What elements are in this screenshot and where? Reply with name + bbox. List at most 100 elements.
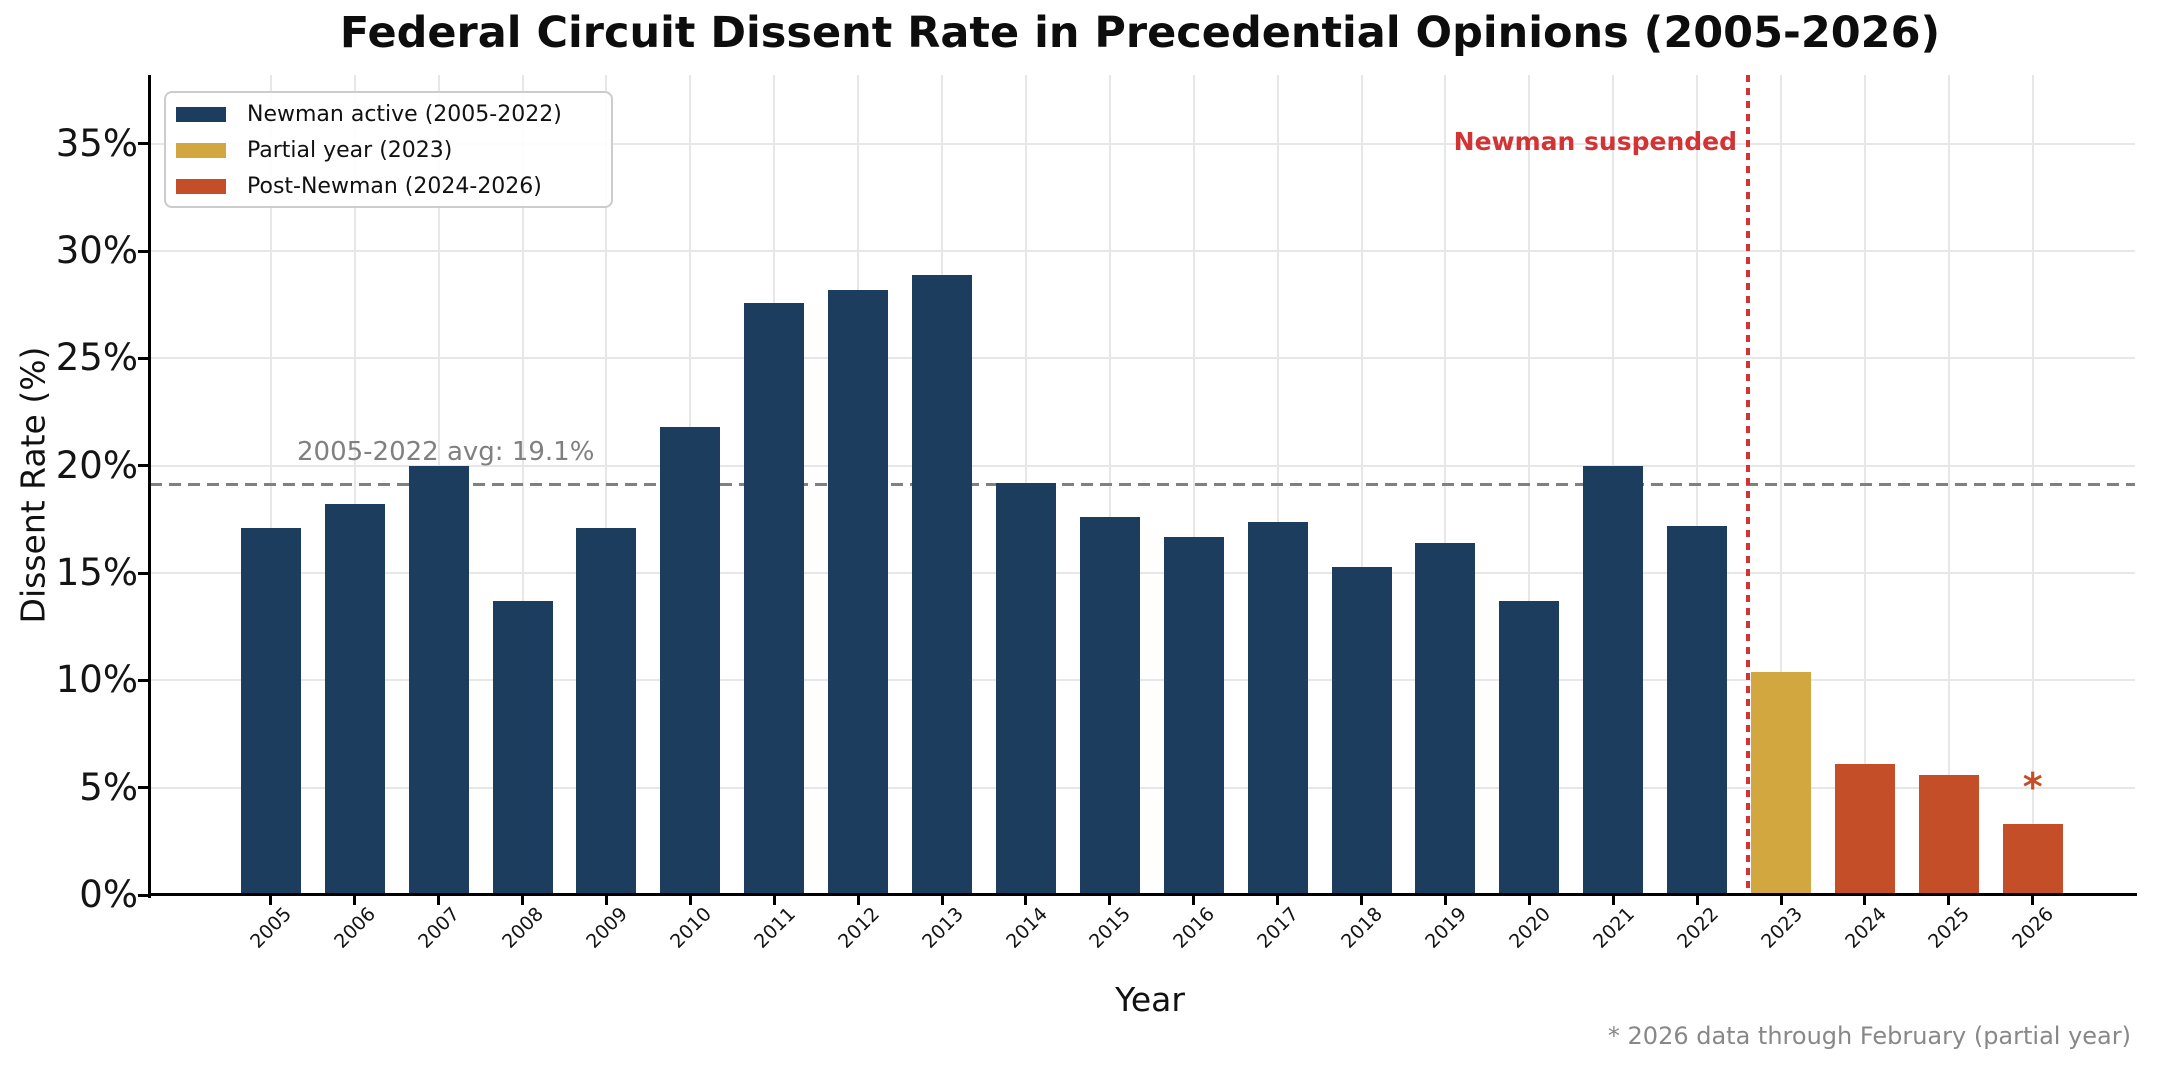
y-tick-mark-15 <box>138 571 148 575</box>
bar-2025 <box>1918 774 1979 895</box>
h-gridline-10 <box>150 679 2135 682</box>
legend-item-label: Partial year (2023) <box>247 137 453 163</box>
x-tick-mark-2018 <box>1360 895 1363 905</box>
x-tick-label-2006: 2006 <box>330 903 381 953</box>
x-tick-mark-2020 <box>1527 895 1531 905</box>
legend-item-label: Newman active (2005-2022) <box>247 101 562 127</box>
h-gridline-5 <box>150 786 2135 789</box>
x-tick-label-2018: 2018 <box>1337 903 1388 953</box>
plot-area: 2005-2022 avg: 19.1% Newman suspended * <box>148 75 2137 898</box>
y-tick-label-30: 30% <box>55 229 138 273</box>
bar-2019 <box>1415 542 1476 895</box>
bar-2026 <box>2002 824 2063 895</box>
legend-item-newman_active: Newman active (2005-2022) <box>176 96 601 132</box>
bar-2018 <box>1331 566 1392 895</box>
y-tick-mark-20 <box>138 464 148 468</box>
x-axis-spine <box>148 893 2137 896</box>
x-tick-mark-2014 <box>1024 895 1028 905</box>
bar-2005 <box>240 527 301 895</box>
bar-2011 <box>744 302 805 895</box>
x-tick-mark-2025 <box>1947 895 1951 905</box>
legend-swatch-post_newman <box>176 178 226 194</box>
x-tick-label-2024: 2024 <box>1840 903 1891 953</box>
bar-2015 <box>1079 517 1140 895</box>
x-tick-label-2009: 2009 <box>582 903 632 953</box>
x-tick-label-2025: 2025 <box>1924 903 1975 953</box>
legend-swatch-newman_active <box>176 106 226 122</box>
x-tick-mark-2008 <box>521 895 524 905</box>
x-tick-mark-2005 <box>269 895 273 905</box>
x-tick-mark-2012 <box>856 895 860 905</box>
x-tick-mark-2016 <box>1192 895 1196 905</box>
y-tick-label-10: 10% <box>55 658 138 702</box>
y-tick-label-35: 35% <box>55 121 138 165</box>
y-tick-label-15: 15% <box>55 551 138 594</box>
x-tick-label-2008: 2008 <box>498 903 549 953</box>
bar-2009 <box>576 527 637 895</box>
y-tick-label-5: 5% <box>79 765 138 809</box>
legend: Newman active (2005-2022) Partial year (2… <box>164 91 613 208</box>
x-tick-mark-2009 <box>604 895 608 905</box>
bar-2022 <box>1667 525 1728 895</box>
bar-2012 <box>828 289 889 895</box>
average-dashed-line <box>150 483 2135 486</box>
y-tick-label-25: 25% <box>55 336 138 380</box>
h-gridline-25 <box>150 357 2135 360</box>
x-tick-label-2021: 2021 <box>1589 903 1639 953</box>
x-tick-mark-2006 <box>353 895 357 905</box>
x-tick-label-2020: 2020 <box>1505 903 1555 953</box>
x-tick-label-2012: 2012 <box>833 903 884 953</box>
y-axis-spine <box>148 75 151 898</box>
x-tick-mark-2019 <box>1443 895 1447 905</box>
average-line-label: 2005-2022 avg: 19.1% <box>297 437 595 467</box>
x-tick-mark-2013 <box>940 895 944 905</box>
x-tick-label-2023: 2023 <box>1756 903 1807 953</box>
bar-2008 <box>492 600 553 895</box>
bar-2006 <box>324 504 385 895</box>
legend-item-label: Post-Newman (2024-2026) <box>247 173 542 199</box>
x-tick-label-2014: 2014 <box>1001 903 1052 953</box>
suspension-dotted-line <box>1746 75 1750 895</box>
x-tick-label-2017: 2017 <box>1253 903 1304 953</box>
x-tick-label-2015: 2015 <box>1085 903 1136 953</box>
bar-2023 <box>1751 671 1811 895</box>
legend-items: Newman active (2005-2022) Partial year (2… <box>176 96 601 204</box>
x-tick-label-2010: 2010 <box>666 903 716 953</box>
legend-item-post_newman: Post-Newman (2024-2026) <box>176 168 601 204</box>
y-tick-mark-5 <box>138 786 148 790</box>
x-tick-label-2007: 2007 <box>414 903 465 953</box>
bar-2016 <box>1163 536 1224 895</box>
y-tick-label-0: 0% <box>79 873 138 916</box>
x-tick-mark-2026 <box>2031 895 2035 905</box>
x-tick-label-2013: 2013 <box>917 903 968 953</box>
x-axis-label: Year <box>1115 980 1185 1019</box>
x-tick-label-2016: 2016 <box>1169 903 1220 953</box>
x-tick-label-2019: 2019 <box>1421 903 1471 953</box>
x-tick-mark-2011 <box>772 895 776 905</box>
bar-2017 <box>1247 521 1308 895</box>
h-gridline-35 <box>150 142 2135 145</box>
bar-2010 <box>660 427 721 895</box>
legend-item-partial_year: Partial year (2023) <box>176 132 601 168</box>
partial-year-asterisk: * <box>2022 764 2043 809</box>
x-tick-mark-2010 <box>688 895 692 905</box>
x-tick-label-2022: 2022 <box>1672 903 1723 953</box>
legend-swatch-partial_year <box>176 142 226 158</box>
x-tick-mark-2024 <box>1863 895 1867 905</box>
x-tick-mark-2022 <box>1695 895 1699 905</box>
x-tick-label-2026: 2026 <box>2008 903 2059 953</box>
bar-2021 <box>1583 465 1644 895</box>
y-tick-mark-30 <box>138 249 148 253</box>
y-tick-mark-0 <box>138 893 148 897</box>
bar-2013 <box>912 274 972 895</box>
y-tick-mark-10 <box>138 678 148 682</box>
x-tick-mark-2023 <box>1779 895 1783 905</box>
chart-title: Federal Circuit Dissent Rate in Preceden… <box>339 8 1941 58</box>
suspension-label: Newman suspended <box>1453 127 1737 156</box>
bar-2007 <box>408 465 469 895</box>
x-tick-mark-2015 <box>1108 895 1112 905</box>
y-axis-label: Dissent Rate (%) <box>13 346 53 624</box>
y-tick-mark-25 <box>138 356 148 360</box>
footnote: * 2026 data through February (partial ye… <box>1607 1022 2131 1050</box>
